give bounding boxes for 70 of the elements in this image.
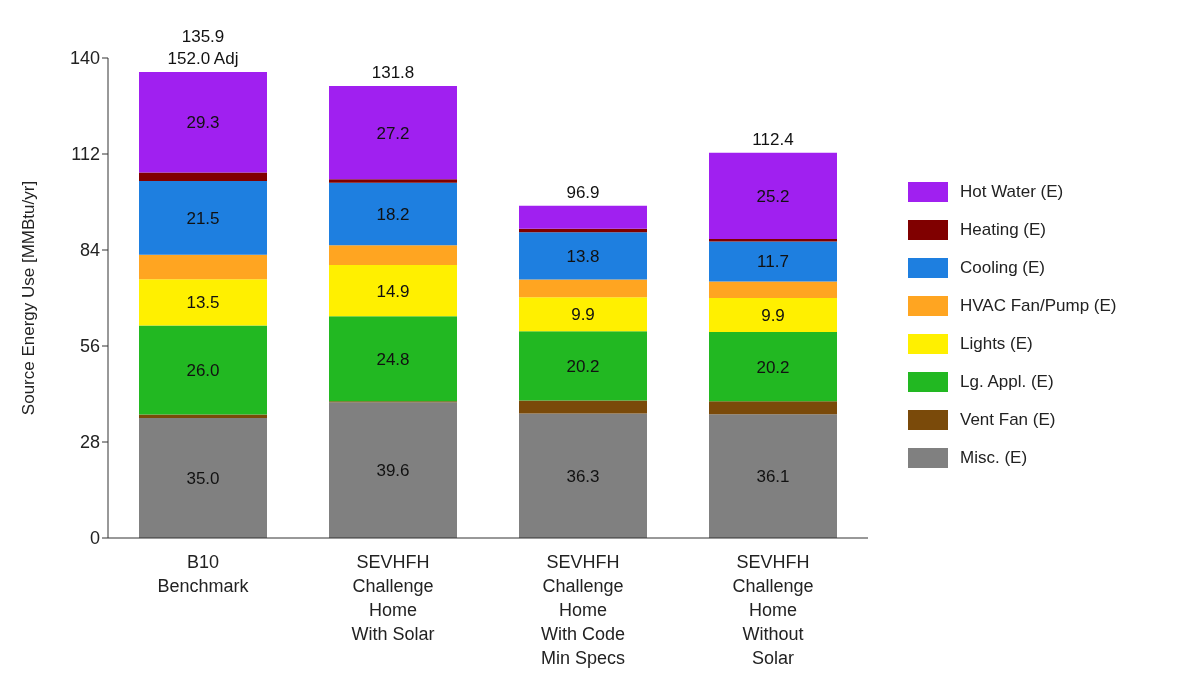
data-label: 25.2 [756,186,790,206]
data-label: 18.2 [376,205,410,224]
data-label: 35.0 [186,469,220,488]
bar [519,205,647,229]
bar [709,152,837,240]
bar [329,265,457,317]
data-label: 24.8 [376,349,410,369]
legend-label: Lg. Appl. (E) [960,372,1054,392]
data-label: 20.2 [566,356,600,376]
bar [709,241,837,282]
x-tick-label: SEVHFH Challenge Home With Solar [351,552,435,644]
bar [709,298,837,332]
bar [519,279,647,298]
legend-label: HVAC Fan/Pump (E) [960,296,1117,316]
bar [519,413,647,538]
bar [139,181,267,255]
data-label: 21.5 [186,208,220,228]
y-tick-label: 112 [71,144,100,165]
bar [519,331,647,401]
bar [519,232,647,280]
data-label: 36.3 [566,466,600,486]
y-tick-label: 28 [79,432,100,453]
data-label: 9.9 [761,305,785,325]
data-label: 9.9 [571,305,595,325]
bar [139,418,267,538]
x-tick-label: SEVHFH Challenge Home With Code Min Specs [540,552,626,668]
data-label: 29.3 [186,113,220,133]
data-label: 11.7 [757,252,789,272]
legend-label: Lights (E) [960,334,1033,354]
legend-label: Hot Water (E) [960,182,1064,202]
bar [139,254,267,280]
data-label: 36.1 [756,467,790,487]
data-label: 14.9 [376,281,410,301]
data-label: 13.8 [566,246,600,266]
bar [329,86,457,180]
bar [329,182,457,246]
bar [329,245,457,266]
y-tick-label: 56 [79,336,100,357]
total-label: 131.8 [371,63,415,83]
bar [519,297,647,332]
data-label: 13.5 [186,293,220,313]
total-label: 112.4 [752,129,794,149]
data-label: 20.2 [756,357,790,377]
bar [329,402,457,538]
y-tick-label: 0 [89,528,100,549]
bar [709,414,837,538]
data-label: 26.0 [186,361,220,380]
bar [329,179,457,183]
bar [519,400,647,414]
y-axis-title: Source Energy Use [MMBtu/yr] [19,180,39,416]
data-label: 27.2 [376,123,410,143]
x-tick-label: B10 Benchmark [157,552,250,596]
bar [329,316,457,402]
bar [709,281,837,298]
total-label: 96.9 [566,182,600,202]
legend-label: Vent Fan (E) [960,410,1056,430]
bar [139,325,267,415]
data-label: 39.6 [376,461,410,481]
bar [139,72,267,173]
bar [139,172,267,182]
bar [139,279,267,326]
bar [709,331,837,402]
bar [709,401,837,415]
legend-label: Heating (E) [960,220,1046,240]
legend-label: Cooling (E) [960,258,1046,278]
y-tick-label: 84 [79,240,100,261]
x-tick-label: SEVHFH Challenge Home Without Solar [732,552,814,668]
legend-label: Misc. (E) [960,448,1028,468]
total-label: 135.9 152.0 Adj [167,27,239,69]
y-tick-label: 140 [69,48,100,69]
